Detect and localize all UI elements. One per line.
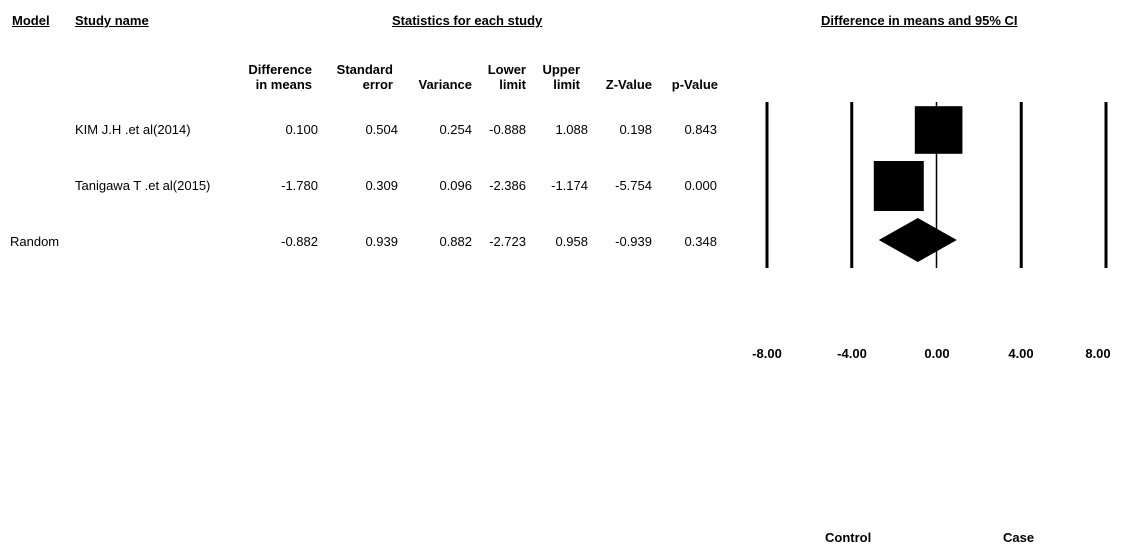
x-tick-label: 0.00 [924, 346, 950, 361]
cell-upper-limit: 1.088 [555, 122, 588, 137]
cell-standard-error: 0.309 [365, 178, 398, 193]
x-tick-label: -8.00 [752, 346, 782, 361]
col-header-difference-line1: Difference [248, 62, 312, 77]
x-tick-label: -4.00 [837, 346, 867, 361]
study-marker [914, 106, 963, 154]
summary-diamond [878, 218, 957, 262]
col-header-z-value-line2: Z-Value [605, 77, 652, 92]
statistics-header: Statistics for each study [392, 13, 543, 28]
col-header-upper-limit: Upper limit [532, 62, 580, 92]
study-name: KIM J.H .et al(2014) [75, 122, 191, 137]
col-header-difference-line2: in means [255, 77, 312, 92]
cell-z-value: -0.939 [615, 234, 652, 249]
col-header-variance-line1 [400, 62, 472, 77]
plot-header: Difference in means and 95% CI [821, 13, 1018, 28]
cell-p-value: 0.348 [684, 234, 717, 249]
cell-difference: -0.882 [281, 234, 318, 249]
col-header-difference: Difference in means [230, 62, 312, 92]
cell-p-value: 0.000 [684, 178, 717, 193]
cell-lower-limit: -2.723 [489, 234, 526, 249]
col-header-p-value-line2: p-Value [671, 77, 718, 92]
cell-upper-limit: -1.174 [551, 178, 588, 193]
col-header-variance-line2: Variance [418, 77, 473, 92]
x-tick-label: 8.00 [1085, 346, 1111, 361]
col-header-standard-error: Standard error [318, 62, 393, 92]
cell-lower-limit: -0.888 [489, 122, 526, 137]
cell-lower-limit: -2.386 [489, 178, 526, 193]
favours-left-label: Control [825, 530, 872, 545]
favours-right-label: Case [1003, 530, 1035, 545]
cell-variance: 0.882 [439, 234, 472, 249]
cell-p-value: 0.843 [684, 122, 717, 137]
col-header-lower-limit-line2: limit [499, 77, 526, 92]
model-name: Random [10, 234, 60, 249]
study-marker [873, 161, 924, 211]
col-header-lower-limit-line1: Lower [487, 62, 526, 77]
col-header-upper-limit-line2: limit [553, 77, 580, 92]
col-header-lower-limit: Lower limit [478, 62, 526, 92]
cell-variance: 0.254 [439, 122, 472, 137]
col-header-upper-limit-line1: Upper [542, 62, 580, 77]
cell-difference: 0.100 [285, 122, 318, 137]
study-name-header: Study name [75, 13, 149, 28]
cell-standard-error: 0.939 [365, 234, 398, 249]
cell-z-value: -5.754 [615, 178, 652, 193]
col-header-standard-error-line1: Standard [336, 62, 393, 77]
cell-upper-limit: 0.958 [555, 234, 588, 249]
cell-z-value: 0.198 [619, 122, 652, 137]
forest-plot [765, 102, 1108, 268]
model-header: Model [12, 13, 50, 28]
x-tick-label: 4.00 [1008, 346, 1034, 361]
cell-standard-error: 0.504 [365, 122, 398, 137]
cell-difference: -1.780 [281, 178, 318, 193]
col-header-z-value: Z-Value [586, 62, 652, 92]
col-header-standard-error-line2: error [362, 77, 393, 92]
col-header-variance: Variance [400, 62, 473, 92]
col-header-z-value-line1 [586, 62, 652, 77]
study-name: Tanigawa T .et al(2015) [75, 178, 211, 193]
col-header-p-value: p-Value [656, 62, 718, 92]
cell-variance: 0.096 [439, 178, 472, 193]
col-header-p-value-line1 [656, 62, 718, 77]
